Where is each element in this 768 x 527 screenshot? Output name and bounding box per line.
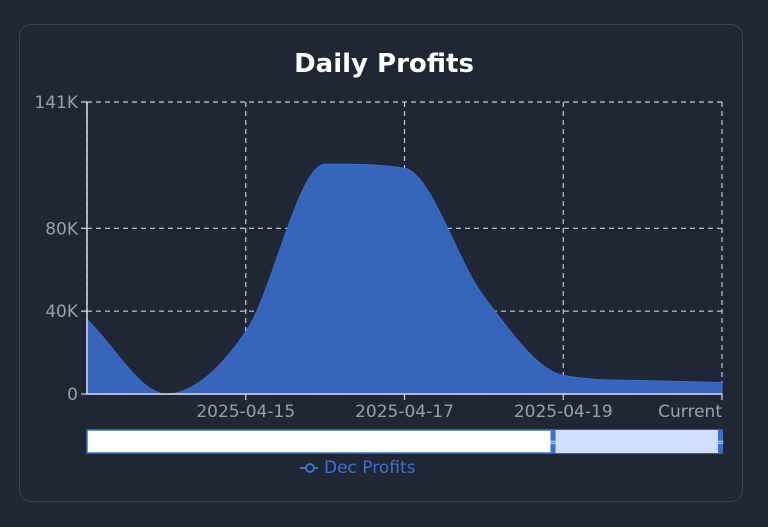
grip-icon: = (549, 438, 557, 448)
chart-title: Daily Profits (294, 49, 474, 79)
zoom-slider[interactable]: = = (86, 429, 725, 454)
zoom-slider-handle-0[interactable] (550, 430, 556, 453)
x-tick-label: Current (658, 402, 722, 422)
zoom-slider-handle-1[interactable] (718, 430, 723, 453)
x-axis-ticks: 2025-04-15 2025-04-17 2025-04-19 Current (196, 394, 723, 422)
grip-icon: = (717, 438, 725, 448)
x-tick-label: 2025-04-15 (196, 402, 295, 422)
y-tick-label: 80K (45, 219, 79, 239)
legend-label: Dec Profits (324, 458, 416, 478)
y-tick-label: 40K (45, 302, 79, 322)
legend-line-dot-icon (300, 463, 318, 473)
y-axis-ticks: 0 40K 80K 141K (34, 93, 87, 405)
y-tick-label: 0 (67, 385, 78, 405)
series-area (86, 163, 723, 395)
zoom-slider-selection[interactable] (550, 430, 722, 453)
x-tick-label: 2025-04-19 (514, 402, 613, 422)
series-area-dec-profits (86, 163, 723, 395)
legend-item-dec-profits[interactable]: Dec Profits (300, 456, 416, 480)
x-tick-label: 2025-04-17 (355, 402, 454, 422)
y-tick-label: 141K (34, 93, 78, 113)
